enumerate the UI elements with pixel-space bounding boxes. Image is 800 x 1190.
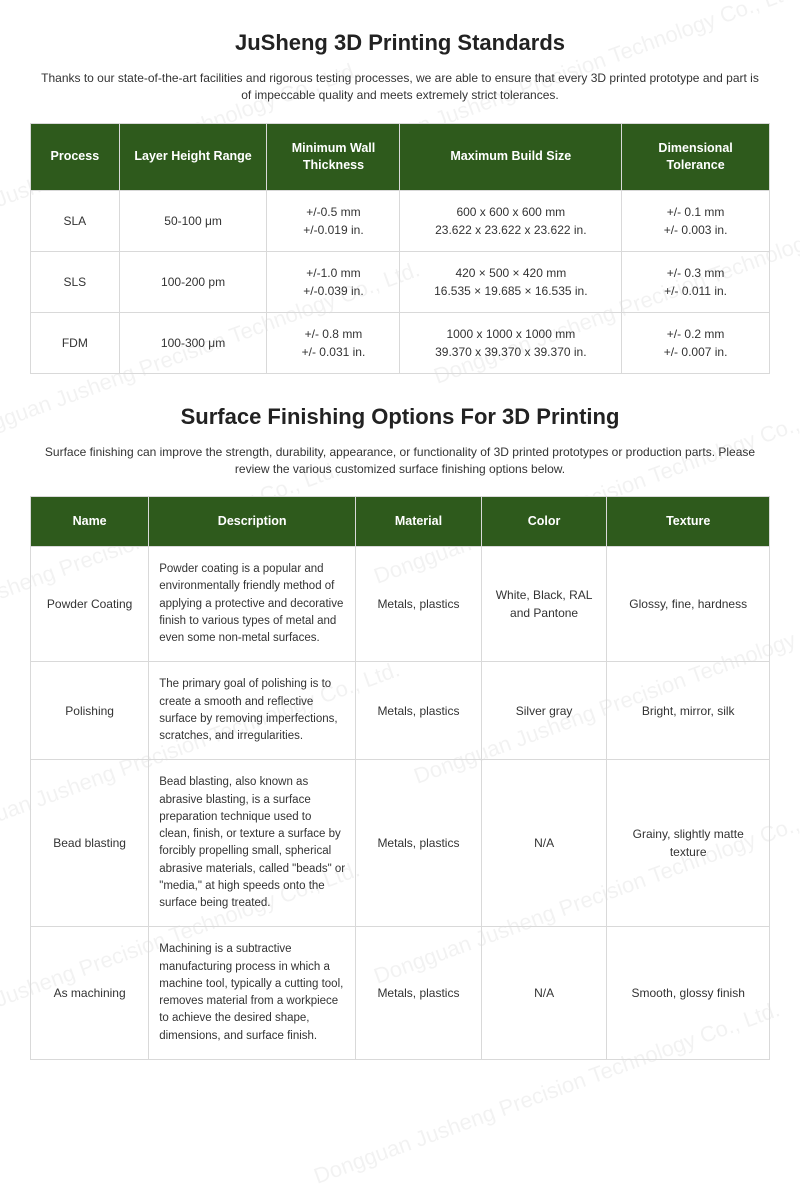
table-cell: The primary goal of polishing is to crea… bbox=[149, 662, 356, 760]
table-cell: Bead blasting, also known as abrasive bl… bbox=[149, 760, 356, 927]
table-cell: +/- 0.8 mm+/- 0.031 in. bbox=[267, 312, 400, 373]
table-cell: 50-100 μm bbox=[119, 190, 267, 251]
table-header-row: NameDescriptionMaterialColorTexture bbox=[31, 497, 770, 547]
table-cell: Smooth, glossy finish bbox=[607, 927, 770, 1060]
column-header: Layer Height Range bbox=[119, 123, 267, 190]
standards-table: ProcessLayer Height RangeMinimum Wall Th… bbox=[30, 123, 770, 374]
column-header: Name bbox=[31, 497, 149, 547]
table-cell: Bright, mirror, silk bbox=[607, 662, 770, 760]
section1-intro: Thanks to our state-of-the-art facilitie… bbox=[30, 70, 770, 105]
table-header-row: ProcessLayer Height RangeMinimum Wall Th… bbox=[31, 123, 770, 190]
table-cell: +/-1.0 mm+/-0.039 in. bbox=[267, 251, 400, 312]
table-cell: Polishing bbox=[31, 662, 149, 760]
column-header: Maximum Build Size bbox=[400, 123, 622, 190]
section2-intro: Surface finishing can improve the streng… bbox=[30, 444, 770, 479]
finishing-table: NameDescriptionMaterialColorTexture Powd… bbox=[30, 496, 770, 1060]
table-cell: +/- 0.2 mm+/- 0.007 in. bbox=[622, 312, 770, 373]
table-cell: N/A bbox=[481, 760, 607, 927]
table-cell: Machining is a subtractive manufacturing… bbox=[149, 927, 356, 1060]
table-cell: Grainy, slightly matte texture bbox=[607, 760, 770, 927]
table-row: SLS100-200 pm+/-1.0 mm+/-0.039 in.420 × … bbox=[31, 251, 770, 312]
table-cell: FDM bbox=[31, 312, 120, 373]
table-cell: Metals, plastics bbox=[356, 662, 482, 760]
table-cell: Metals, plastics bbox=[356, 547, 482, 662]
table-cell: 100-300 μm bbox=[119, 312, 267, 373]
table-row: As machiningMachining is a subtractive m… bbox=[31, 927, 770, 1060]
table-cell: SLA bbox=[31, 190, 120, 251]
column-header: Description bbox=[149, 497, 356, 547]
table-cell: As machining bbox=[31, 927, 149, 1060]
section2-title: Surface Finishing Options For 3D Printin… bbox=[30, 404, 770, 430]
section1-title: JuSheng 3D Printing Standards bbox=[30, 30, 770, 56]
column-header: Dimensional Tolerance bbox=[622, 123, 770, 190]
table-cell: +/-0.5 mm+/-0.019 in. bbox=[267, 190, 400, 251]
table-cell: Bead blasting bbox=[31, 760, 149, 927]
column-header: Texture bbox=[607, 497, 770, 547]
table-cell: 600 x 600 x 600 mm23.622 x 23.622 x 23.6… bbox=[400, 190, 622, 251]
table-row: PolishingThe primary goal of polishing i… bbox=[31, 662, 770, 760]
table-cell: Powder Coating bbox=[31, 547, 149, 662]
table-cell: +/- 0.3 mm+/- 0.011 in. bbox=[622, 251, 770, 312]
table-cell: White, Black, RAL and Pantone bbox=[481, 547, 607, 662]
table-row: Powder CoatingPowder coating is a popula… bbox=[31, 547, 770, 662]
column-header: Color bbox=[481, 497, 607, 547]
table-row: FDM100-300 μm+/- 0.8 mm+/- 0.031 in.1000… bbox=[31, 312, 770, 373]
table-cell: 1000 x 1000 x 1000 mm39.370 x 39.370 x 3… bbox=[400, 312, 622, 373]
table-row: SLA50-100 μm+/-0.5 mm+/-0.019 in.600 x 6… bbox=[31, 190, 770, 251]
column-header: Minimum Wall Thickness bbox=[267, 123, 400, 190]
table-cell: 100-200 pm bbox=[119, 251, 267, 312]
table-cell: 420 × 500 × 420 mm16.535 × 19.685 × 16.5… bbox=[400, 251, 622, 312]
table-cell: Glossy, fine, hardness bbox=[607, 547, 770, 662]
table-cell: SLS bbox=[31, 251, 120, 312]
column-header: Material bbox=[356, 497, 482, 547]
column-header: Process bbox=[31, 123, 120, 190]
table-row: Bead blastingBead blasting, also known a… bbox=[31, 760, 770, 927]
table-cell: Silver gray bbox=[481, 662, 607, 760]
table-cell: Metals, plastics bbox=[356, 760, 482, 927]
table-cell: Metals, plastics bbox=[356, 927, 482, 1060]
table-cell: +/- 0.1 mm+/- 0.003 in. bbox=[622, 190, 770, 251]
table-cell: N/A bbox=[481, 927, 607, 1060]
table-cell: Powder coating is a popular and environm… bbox=[149, 547, 356, 662]
